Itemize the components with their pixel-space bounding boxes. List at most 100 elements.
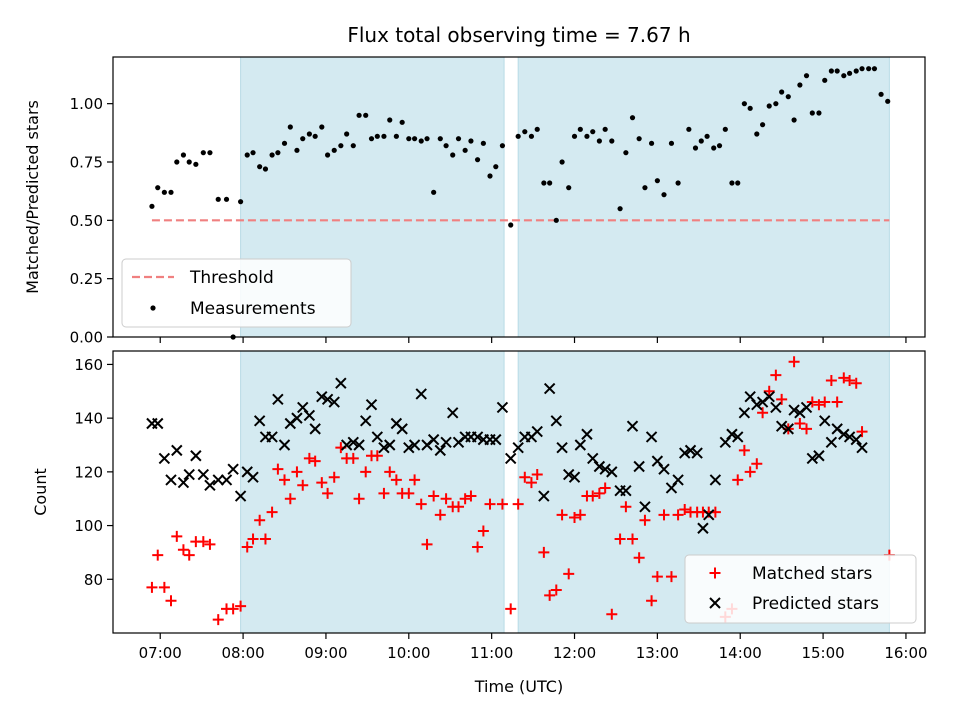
panel-1-series-1-point-7	[186, 159, 192, 165]
panel-2-shaded-interval-1	[240, 350, 505, 634]
panel-2-series-1-point-22	[284, 493, 296, 505]
panel-1-series-1-point-60	[528, 133, 535, 139]
panel-2-series-1-point-18	[259, 533, 271, 545]
panel-2-series-1-point-65	[563, 568, 575, 580]
panel-2-series-1-point-52	[472, 541, 484, 553]
panel-2-series-1-point-80	[658, 509, 670, 521]
panel-2-series-2-point-78	[639, 501, 651, 513]
panel-1-series-1-point-105	[816, 110, 822, 116]
panel-2-series-1-point-106	[825, 375, 837, 387]
panel-1-series-1-point-79	[648, 140, 655, 146]
panel-2-series-2-point-12	[220, 474, 233, 486]
panel-2-series-2-point-101	[788, 404, 800, 416]
panel-2-series-1-point-77	[639, 514, 651, 526]
panel-2-series-1-point-93	[744, 466, 756, 478]
panel-2-series-1-point-61	[538, 546, 550, 558]
panel-2-series-1-point-55	[496, 498, 508, 510]
panel-2-series-1-point-73	[614, 533, 626, 545]
panel-1-series-1-point-83	[675, 180, 681, 186]
panel-1-series-1-point-103	[803, 73, 810, 79]
panel-1-series-1-point-32	[350, 143, 356, 149]
panel-2-series-2-point-4	[165, 474, 177, 486]
panel-2-series-1-point-76	[633, 552, 645, 564]
panel-1-y-axis-label: Matched/Predicted stars	[23, 100, 42, 294]
panel-1-series-1-point-24	[300, 136, 306, 142]
panel-1-series-1-point-111	[853, 68, 859, 74]
x-axis-label: Time (UTC)	[474, 677, 563, 696]
panel-2-series-2-point-94	[744, 390, 756, 403]
panel-2-series-2-point-68	[574, 439, 587, 451]
panel-2-series-2-point-17	[253, 415, 266, 427]
panel-1-series-1-point-75	[623, 150, 629, 156]
panel-1-series-1-point-3	[161, 189, 167, 195]
panel-1-series-1-point-85	[692, 145, 699, 151]
panel-1-series-1-point-19	[269, 152, 275, 158]
legend-threshold-label: Threshold	[189, 268, 274, 288]
panel-2-series-2-point-42	[408, 439, 421, 451]
panel-1-series-1-point-68	[577, 126, 583, 132]
panel-2-series-1-point-13	[227, 603, 239, 615]
panel-2-series-2-point-13	[227, 463, 239, 475]
panel-1-series-1-point-61	[534, 126, 540, 132]
panel-1-series-1-point-54	[487, 173, 493, 179]
panel-2-series-2-point-61	[531, 425, 543, 438]
panel-2-series-2-point-64	[550, 415, 562, 427]
panel-2-series-2-point-57	[505, 452, 517, 465]
axes-layer: 0.00 0.25 0.50 0.75 1.00 Matched/Predicted st…	[23, 56, 928, 662]
x-tick-label-9: 15:00	[801, 644, 844, 662]
panel-2-series-2-point-99	[775, 420, 788, 432]
legend-measurements-swatch	[150, 305, 156, 311]
panel-2-series-1-point-33	[353, 493, 365, 505]
panel-1-series-1-point-101	[791, 117, 797, 123]
panel-1-series-1-point-22	[287, 124, 293, 130]
panel-2-series-1-point-10	[204, 538, 216, 550]
panel-1-frame	[112, 56, 926, 338]
panel-1-series-1-point-11	[215, 196, 221, 202]
panel-2-series-1-point-1	[146, 581, 158, 593]
panel-2-series-2-point-90	[719, 436, 732, 449]
panel-2-series-2-point-76	[626, 420, 639, 432]
panel-2-series-1-point-44	[421, 538, 433, 550]
panel-2-series-2-point-9	[197, 468, 210, 481]
panel-2-series-2-point-38	[384, 439, 396, 451]
panel-1-series-1-point-74	[617, 206, 623, 212]
panel-2-series-1-point-62	[544, 589, 556, 601]
panel-2-series-1-point-46	[434, 509, 446, 521]
panel-2-series-2-point-95	[751, 399, 763, 411]
panel-2-series-2-point-105	[813, 450, 825, 462]
panel-2-series-2-point-80	[651, 455, 664, 467]
panel-2-series-1-point-56	[505, 603, 517, 615]
chart-title: Flux total observing time = 7.67 h	[347, 23, 690, 47]
panel-1-series-1-point-76	[629, 115, 636, 121]
panel-2-series-2-point-77	[633, 460, 645, 473]
panel-2-series-2-point-34	[360, 415, 372, 427]
panel-2-series-1-point-4	[165, 595, 177, 607]
panel-2-series-2-point-73	[606, 466, 618, 478]
panel-1-series-1-point-73	[609, 138, 615, 144]
panel-2-series-1-point-94	[751, 458, 763, 470]
panel-1-series-1-point-95	[754, 131, 760, 137]
x-tick-label-1: 07:00	[139, 644, 182, 662]
panel-1-series-1-point-99	[779, 89, 785, 95]
panel-1-y-tick-label-1: 0.00	[70, 329, 103, 347]
panel-2-series-2-point-109	[838, 428, 850, 440]
panel-2-series-2-point-21	[278, 439, 291, 451]
x-tick-label-6: 12:00	[553, 644, 596, 662]
panel-1-series-1-point-51	[468, 138, 474, 144]
panel-2-series-2-point-72	[599, 463, 611, 475]
panel-2-series-1-point-5	[171, 530, 183, 542]
panel-1-series-1-point-29	[331, 147, 337, 153]
panel-2-series-2-point-46	[434, 444, 446, 457]
panel-1-series-1-point-109	[841, 73, 847, 79]
panel-1-series-1-point-50	[462, 147, 468, 153]
panel-2-series-1-point-92	[738, 444, 750, 456]
panel-2-series-1-point-75	[627, 533, 639, 545]
panel-1-series-1-point-2	[155, 185, 161, 191]
panel-1-series-1-point-14	[238, 199, 244, 205]
panel-2-series-1-point-58	[519, 471, 531, 483]
panel-1-series-1-point-55	[493, 164, 499, 170]
panel-1-series-1-point-106	[822, 77, 828, 83]
panel-1-series-1-point-48	[450, 152, 456, 158]
panel-2-series-1-point-25	[303, 452, 315, 464]
